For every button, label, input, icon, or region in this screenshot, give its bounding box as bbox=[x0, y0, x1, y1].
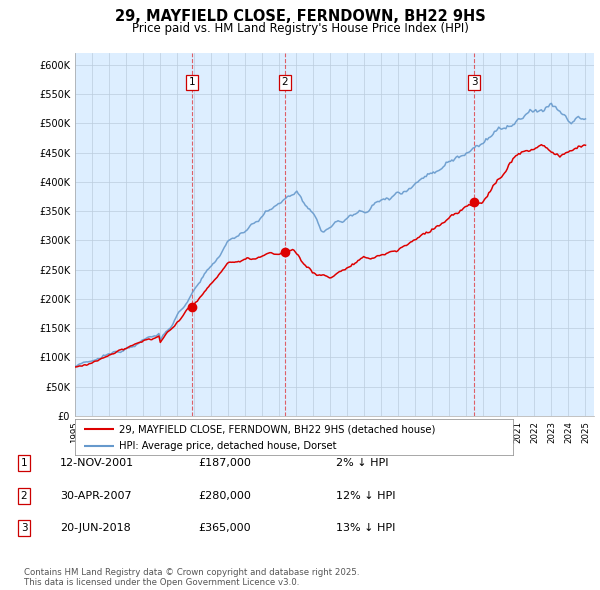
Text: 2% ↓ HPI: 2% ↓ HPI bbox=[336, 458, 389, 468]
Text: 12-NOV-2001: 12-NOV-2001 bbox=[60, 458, 134, 468]
Text: Price paid vs. HM Land Registry's House Price Index (HPI): Price paid vs. HM Land Registry's House … bbox=[131, 22, 469, 35]
Text: 1: 1 bbox=[20, 458, 28, 468]
Text: HPI: Average price, detached house, Dorset: HPI: Average price, detached house, Dors… bbox=[119, 441, 337, 451]
Text: 20-JUN-2018: 20-JUN-2018 bbox=[60, 523, 131, 533]
Text: £365,000: £365,000 bbox=[198, 523, 251, 533]
Text: 3: 3 bbox=[471, 77, 478, 87]
Text: 13% ↓ HPI: 13% ↓ HPI bbox=[336, 523, 395, 533]
Text: 29, MAYFIELD CLOSE, FERNDOWN, BH22 9HS (detached house): 29, MAYFIELD CLOSE, FERNDOWN, BH22 9HS (… bbox=[119, 424, 435, 434]
Text: £280,000: £280,000 bbox=[198, 491, 251, 500]
Text: Contains HM Land Registry data © Crown copyright and database right 2025.
This d: Contains HM Land Registry data © Crown c… bbox=[24, 568, 359, 587]
Text: 29, MAYFIELD CLOSE, FERNDOWN, BH22 9HS: 29, MAYFIELD CLOSE, FERNDOWN, BH22 9HS bbox=[115, 9, 485, 24]
Text: £187,000: £187,000 bbox=[198, 458, 251, 468]
Text: 30-APR-2007: 30-APR-2007 bbox=[60, 491, 131, 500]
Text: 3: 3 bbox=[20, 523, 28, 533]
Text: 1: 1 bbox=[188, 77, 195, 87]
Text: 12% ↓ HPI: 12% ↓ HPI bbox=[336, 491, 395, 500]
Text: 2: 2 bbox=[20, 491, 28, 500]
Text: 2: 2 bbox=[281, 77, 288, 87]
